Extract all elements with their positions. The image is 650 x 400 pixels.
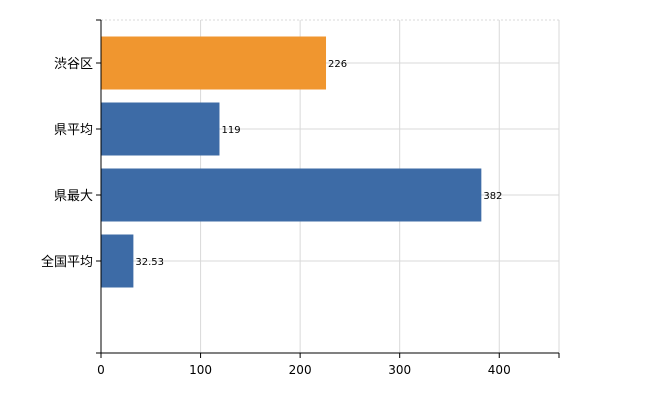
bar	[101, 168, 482, 222]
data-label: 119	[221, 125, 240, 136]
x-tick-label: 200	[289, 363, 312, 377]
category-label: 県最大	[54, 189, 93, 204]
bar-series	[101, 36, 482, 288]
x-tick-label: 300	[388, 363, 411, 377]
axes	[100, 20, 559, 354]
category-label: 渋谷区	[54, 57, 93, 72]
data-label: 32.53	[135, 257, 164, 268]
axis-ticks	[96, 19, 560, 358]
bar	[101, 102, 220, 156]
category-label: 全国平均	[41, 254, 93, 270]
x-tick-label: 400	[488, 363, 511, 377]
bar	[101, 36, 327, 90]
bar	[101, 234, 134, 288]
category-label: 県平均	[54, 123, 93, 138]
data-label: 226	[328, 59, 347, 70]
x-tick-label: 100	[189, 363, 212, 377]
x-tick-label: 0	[97, 363, 105, 377]
data-label: 382	[483, 191, 502, 202]
labels: 226 渋谷区 119 県平均 382 県最大 32.53 全国平均 0 100 200 300 400	[41, 57, 511, 377]
